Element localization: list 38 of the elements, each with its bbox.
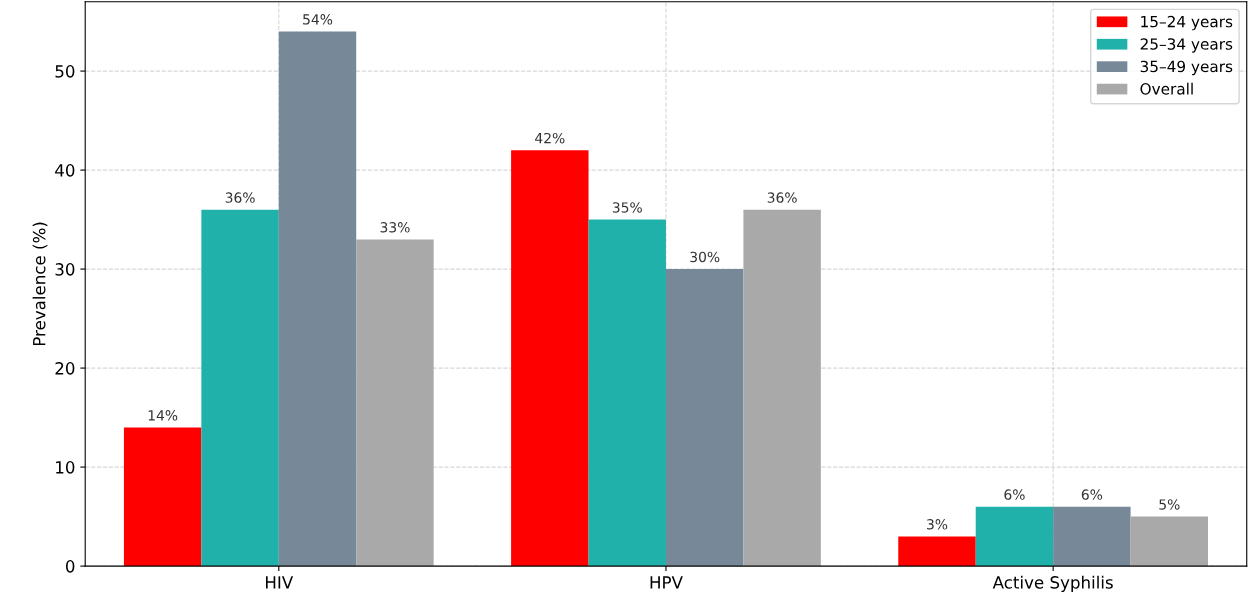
- data-label: 36%: [225, 192, 255, 203]
- y-tick-label: 20: [55, 362, 75, 375]
- bar: [511, 150, 589, 567]
- bar: [201, 209, 279, 567]
- bar: [588, 219, 666, 567]
- data-label: 6%: [1081, 489, 1103, 500]
- data-label: 33%: [380, 222, 410, 233]
- data-label: 14%: [148, 410, 178, 421]
- x-tick-label: HPV: [650, 576, 683, 589]
- bar: [743, 209, 821, 567]
- data-label: 35%: [612, 202, 642, 213]
- bar: [898, 536, 976, 567]
- bar: [123, 427, 202, 567]
- bar: [1053, 506, 1131, 567]
- x-tick-label: HIV: [266, 576, 294, 589]
- data-label: 5%: [1159, 499, 1180, 510]
- legend-label: Overall: [1140, 82, 1193, 95]
- bar: [278, 31, 357, 567]
- legend-label: 25–34 years: [1140, 38, 1233, 53]
- y-tick-label: 50: [55, 65, 75, 78]
- y-tick-label: 40: [55, 164, 75, 177]
- legend-label: 15–24 years: [1141, 15, 1233, 31]
- y-tick-label: 30: [55, 263, 75, 276]
- data-label: 30%: [690, 251, 720, 263]
- y-tick-label: 0: [65, 560, 75, 573]
- data-label: 6%: [1004, 489, 1025, 500]
- y-tick-label: 10: [56, 461, 75, 474]
- y-axis-title: Prevalence (%): [32, 222, 48, 346]
- bar: [356, 239, 434, 567]
- data-label: 3%: [927, 519, 948, 530]
- bar: [1130, 516, 1209, 567]
- bar: [975, 506, 1054, 567]
- data-label: 42%: [535, 132, 565, 144]
- legend-label: 35–49 years: [1140, 60, 1233, 76]
- data-label: 36%: [767, 192, 797, 203]
- bar: [665, 269, 744, 567]
- x-tick-label: Active Syphilis: [992, 575, 1113, 592]
- data-label: 54%: [303, 14, 333, 25]
